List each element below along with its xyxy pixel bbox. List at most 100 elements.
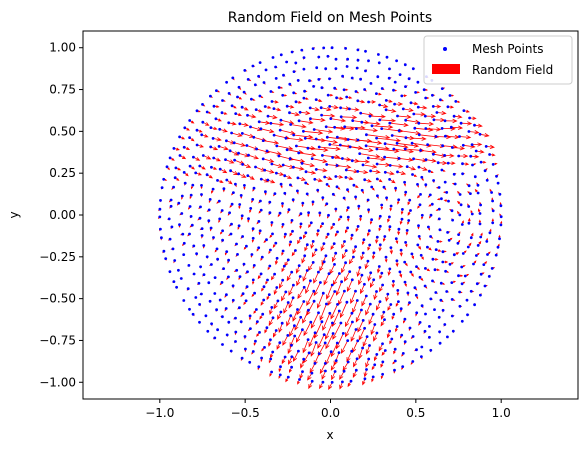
mesh-point [240, 214, 244, 218]
mesh-point [352, 255, 355, 259]
mesh-point [368, 344, 371, 347]
mesh-point [174, 166, 178, 170]
mesh-point [439, 281, 443, 285]
mesh-point [392, 88, 395, 92]
mesh-point [393, 359, 397, 363]
mesh-point [269, 248, 272, 252]
mesh-point [424, 158, 428, 162]
mesh-point [338, 143, 342, 147]
mesh-point [261, 139, 265, 143]
mesh-point [259, 199, 262, 203]
field-arrow [336, 333, 344, 350]
field-arrow [444, 153, 455, 158]
mesh-point [348, 270, 352, 273]
mesh-point [329, 117, 333, 120]
mesh-point [366, 198, 370, 202]
field-arrow [330, 304, 338, 320]
mesh-point [182, 253, 186, 256]
field-arrow [418, 166, 428, 171]
mesh-point [314, 341, 318, 344]
mesh-point [461, 252, 465, 255]
mesh-point [460, 223, 464, 226]
mesh-point [227, 92, 231, 95]
mesh-point [268, 264, 272, 268]
field-arrow [389, 122, 409, 127]
mesh-point [292, 165, 295, 169]
mesh-point [289, 123, 293, 126]
mesh-point [376, 75, 380, 79]
mesh-point [302, 129, 305, 133]
mesh-point [279, 118, 283, 122]
mesh-point [416, 80, 420, 84]
field-arrow [330, 342, 338, 358]
mesh-point [334, 57, 338, 61]
mesh-point [476, 191, 480, 195]
mesh-point [371, 312, 375, 316]
field-arrow [425, 114, 437, 119]
mesh-point [310, 379, 314, 383]
mesh-point [479, 235, 483, 239]
mesh-point [443, 180, 447, 184]
mesh-point [416, 183, 419, 186]
mesh-point [417, 133, 421, 137]
legend-marker-mesh-points [443, 47, 447, 51]
mesh-point [281, 278, 285, 282]
mesh-point [346, 138, 350, 141]
mesh-point [328, 105, 332, 108]
mesh-point [452, 253, 456, 257]
mesh-point [271, 56, 275, 59]
mesh-point [291, 296, 295, 300]
mesh-point [192, 244, 196, 248]
mesh-point [448, 94, 452, 97]
field-arrow [314, 321, 323, 339]
mesh-point [236, 253, 239, 256]
mesh-point [341, 380, 344, 384]
mesh-point [269, 357, 273, 361]
mesh-point [235, 242, 238, 246]
mesh-point [245, 285, 249, 289]
mesh-point [234, 182, 237, 186]
mesh-point [279, 53, 283, 57]
mesh-point [221, 99, 224, 102]
mesh-point [305, 243, 309, 247]
mesh-point [429, 235, 432, 238]
mesh-point [297, 264, 301, 267]
mesh-point [180, 212, 184, 215]
mesh-point [335, 164, 339, 167]
mesh-point [284, 136, 288, 140]
mesh-point [447, 238, 451, 242]
field-arrow [356, 128, 379, 133]
mesh-point [238, 275, 242, 278]
mesh-point [212, 156, 216, 160]
mesh-point [277, 154, 281, 158]
mesh-point [263, 346, 266, 349]
mesh-point [307, 351, 311, 355]
field-arrow [280, 129, 296, 135]
mesh-point [168, 156, 172, 160]
mesh-point [262, 81, 266, 84]
mesh-point [304, 231, 308, 235]
y-tick-label: −1.00 [39, 375, 76, 389]
mesh-point [396, 289, 400, 292]
mesh-point [235, 268, 239, 272]
mesh-point [225, 333, 229, 337]
mesh-point [415, 348, 418, 352]
mesh-point [436, 240, 440, 243]
mesh-point [487, 275, 491, 278]
field-arrow [290, 124, 307, 129]
mesh-point [360, 308, 363, 312]
mesh-point [278, 211, 282, 215]
mesh-point [433, 308, 436, 311]
mesh-point [437, 207, 441, 211]
mesh-point [213, 336, 217, 340]
mesh-point [311, 261, 315, 264]
field-arrow [294, 317, 302, 331]
x-tick-label: 0.0 [321, 406, 340, 420]
mesh-point [424, 312, 427, 316]
mesh-point [410, 252, 414, 256]
mesh-point [445, 191, 449, 194]
mesh-point [289, 314, 293, 318]
mesh-point [270, 306, 274, 309]
mesh-point [356, 58, 360, 62]
x-tick-label: −1.0 [145, 406, 174, 420]
